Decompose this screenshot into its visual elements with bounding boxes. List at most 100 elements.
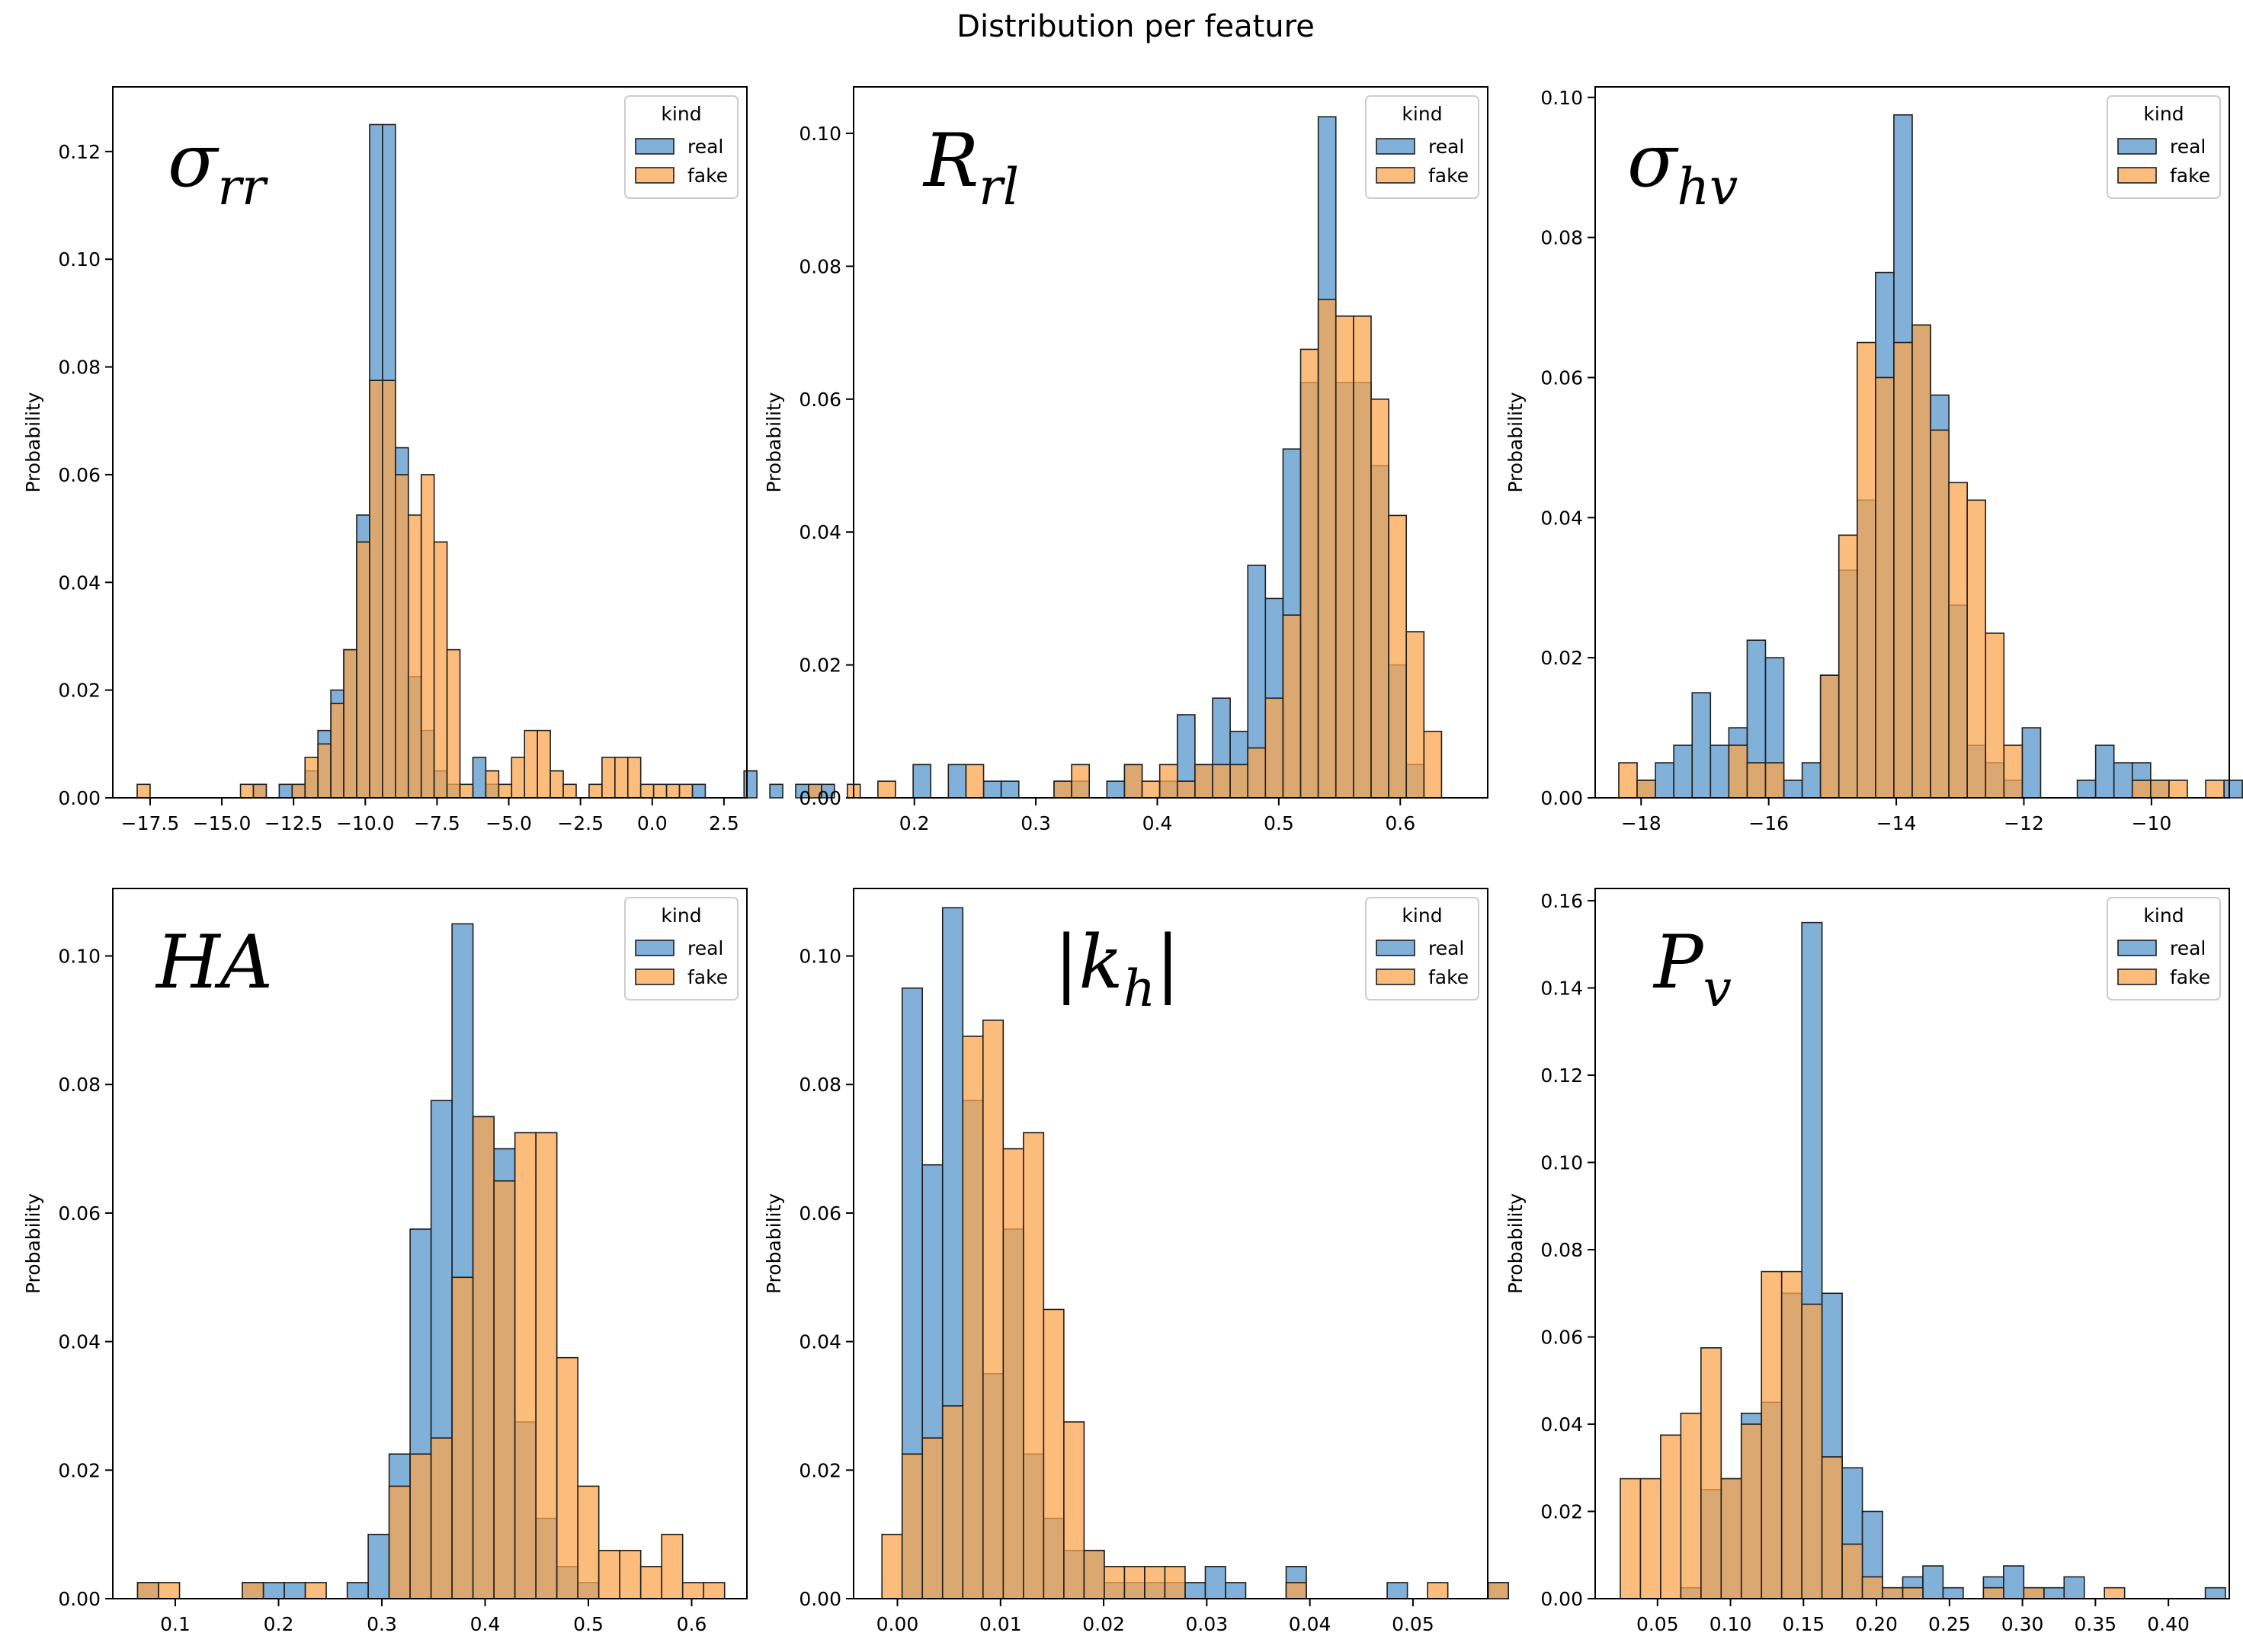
bar-fake	[1071, 764, 1091, 799]
bar-fake	[535, 1132, 558, 1599]
bar-fake	[556, 1356, 578, 1599]
y-tick-label: 0.04	[799, 1331, 841, 1353]
bar-fake	[1821, 1456, 1843, 1599]
bar-fake	[356, 541, 370, 799]
bar-fake	[388, 1485, 411, 1599]
legend-title: kind	[2143, 904, 2184, 927]
x-tick-label: −10	[2132, 812, 2172, 834]
bar-fake	[639, 1566, 663, 1599]
series-fake	[1620, 1270, 2126, 1599]
bar-fake	[343, 648, 357, 799]
bar-fake	[614, 757, 629, 799]
legend-entry-real: real	[1428, 136, 1464, 158]
bar-fake	[382, 379, 396, 799]
bar-fake	[317, 743, 332, 799]
y-tick-label: 0.06	[58, 1202, 101, 1225]
y-tick-label: 0.00	[1540, 787, 1583, 809]
bar-real	[1386, 1582, 1408, 1599]
bar-fake	[678, 783, 694, 799]
bar-fake	[1838, 534, 1858, 799]
bar-fake	[877, 780, 896, 799]
bar-real	[1204, 1566, 1226, 1599]
x-tick-label: −15.0	[193, 812, 252, 834]
bar-fake	[1141, 780, 1161, 799]
x-tick-label: 0.1	[160, 1613, 191, 1635]
bar-real	[472, 757, 487, 799]
y-axis-label: Probability	[1504, 1193, 1527, 1294]
legend-swatch-fake	[635, 167, 675, 184]
legend: kind real fake	[624, 897, 739, 1000]
y-tick-label: 0.00	[799, 1588, 841, 1610]
bar-fake	[369, 379, 383, 799]
histogram-panel-6: 0.05 0.10 0.15 0.20 0.25 0.30 0.35 0.40 0.00 0.02…	[1504, 888, 2230, 1635]
panel-title: Rrl	[922, 118, 1019, 216]
panel-title: σrr	[168, 118, 268, 216]
y-tick-label: 0.08	[1540, 1239, 1583, 1261]
x-tick-label: −7.5	[414, 812, 460, 834]
series-fake	[877, 299, 1443, 799]
legend-title: kind	[661, 904, 701, 927]
y-axis-label: Probability	[22, 392, 44, 492]
y-tick-label: 0.10	[799, 123, 841, 145]
bar-fake	[2205, 780, 2225, 799]
x-tick-label: 0.35	[2075, 1613, 2117, 1635]
bar-fake	[881, 1533, 903, 1599]
y-tick-label: 0.14	[1540, 978, 1583, 1000]
bar-fake	[1023, 1132, 1045, 1599]
x-tick-label: −5.0	[485, 812, 532, 834]
bar-fake	[1985, 632, 2005, 799]
histogram-panel-1: −17.5 −15.0 −12.5 −10.0 −7.5 −5.0 −2.5 0.0 2.5 0.…	[22, 86, 861, 834]
y-tick-label: 0.00	[1540, 1588, 1583, 1610]
bar-fake	[472, 1116, 495, 1599]
x-tick-label: −12.5	[264, 812, 323, 834]
bar-fake	[446, 648, 461, 799]
bar-real	[262, 1582, 285, 1599]
x-tick-label: 0.0	[637, 812, 668, 834]
y-tick-label: 0.02	[58, 680, 101, 702]
histogram-panel-2: 0.2 0.3 0.4 0.5 0.6 0.00 0.02 0.04 0.06 0.08 0.10 P…	[763, 86, 1488, 834]
y-tick-label: 0.06	[1540, 367, 1583, 389]
bar-fake	[537, 729, 551, 799]
legend: kind real fake	[2107, 95, 2221, 199]
bar-fake	[1123, 764, 1143, 799]
plot-frame	[853, 888, 1488, 1599]
bar-fake	[1144, 1566, 1166, 1599]
plot-frame	[112, 86, 748, 799]
bar-fake	[304, 757, 319, 799]
plot-frame	[853, 86, 1488, 799]
y-tick-label: 0.10	[799, 946, 841, 968]
y-tick-label: 0.06	[799, 1202, 841, 1225]
bar-fake	[485, 770, 500, 799]
legend-swatch-fake	[2117, 167, 2157, 184]
y-tick-label: 0.08	[1540, 227, 1583, 249]
x-tick-label: −10.0	[336, 812, 395, 834]
bar-fake	[420, 474, 435, 799]
bar-fake	[136, 783, 151, 799]
legend-entry-fake: fake	[687, 966, 728, 988]
bar-real	[2094, 744, 2115, 799]
legend: kind real fake	[1365, 95, 1479, 199]
legend-title: kind	[661, 103, 701, 125]
y-tick-label: 0.06	[58, 464, 101, 486]
legend-swatch-fake	[1376, 968, 1415, 985]
x-tick-label: 0.4	[470, 1613, 501, 1635]
legend-entry-real: real	[687, 937, 723, 959]
bar-fake	[158, 1582, 181, 1599]
y-tick-label: 0.10	[58, 248, 101, 271]
y-tick-label: 0.08	[58, 357, 101, 379]
bar-fake	[291, 783, 306, 799]
bar-fake	[2150, 780, 2170, 799]
x-tick-label: 0.03	[1186, 1613, 1229, 1635]
bar-real	[947, 764, 967, 799]
bar-fake	[577, 1485, 600, 1599]
bar-fake	[1761, 1270, 1783, 1599]
bar-fake	[1335, 315, 1354, 799]
x-tick-label: −2.5	[557, 812, 604, 834]
bar-real	[284, 1582, 306, 1599]
y-axis-label: Probability	[22, 1193, 44, 1294]
bar-fake	[1405, 631, 1425, 799]
legend-entry-fake: fake	[2170, 966, 2210, 988]
bar-fake	[304, 1582, 327, 1599]
x-tick-label: 0.05	[1392, 1613, 1434, 1635]
panel-title: HA	[155, 920, 273, 1005]
